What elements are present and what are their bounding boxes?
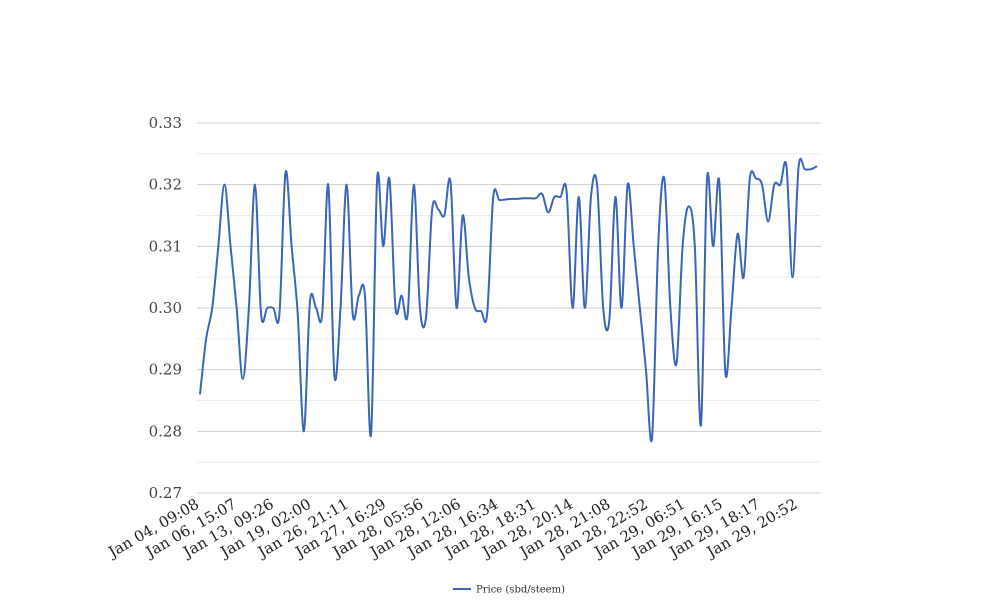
y-tick-label: 0.29 bbox=[149, 361, 182, 379]
y-tick-label: 0.33 bbox=[149, 114, 182, 132]
series-line-price[interactable] bbox=[199, 157, 818, 443]
grid-layer bbox=[197, 122, 821, 494]
y-tick-label: 0.31 bbox=[149, 237, 182, 255]
y-tick-label: 0.30 bbox=[149, 299, 182, 317]
y-tick-label: 0.32 bbox=[149, 176, 182, 194]
series-layer bbox=[199, 157, 818, 443]
y-axis-ticks: 0.27 0.28 0.29 0.30 0.31 0.32 0.33 bbox=[149, 114, 182, 502]
legend-label: Price (sbd/steem) bbox=[476, 585, 565, 596]
legend[interactable]: Price (sbd/steem) bbox=[453, 585, 565, 596]
y-tick-label: 0.28 bbox=[149, 422, 182, 440]
y-tick-label: 0.27 bbox=[149, 484, 182, 502]
